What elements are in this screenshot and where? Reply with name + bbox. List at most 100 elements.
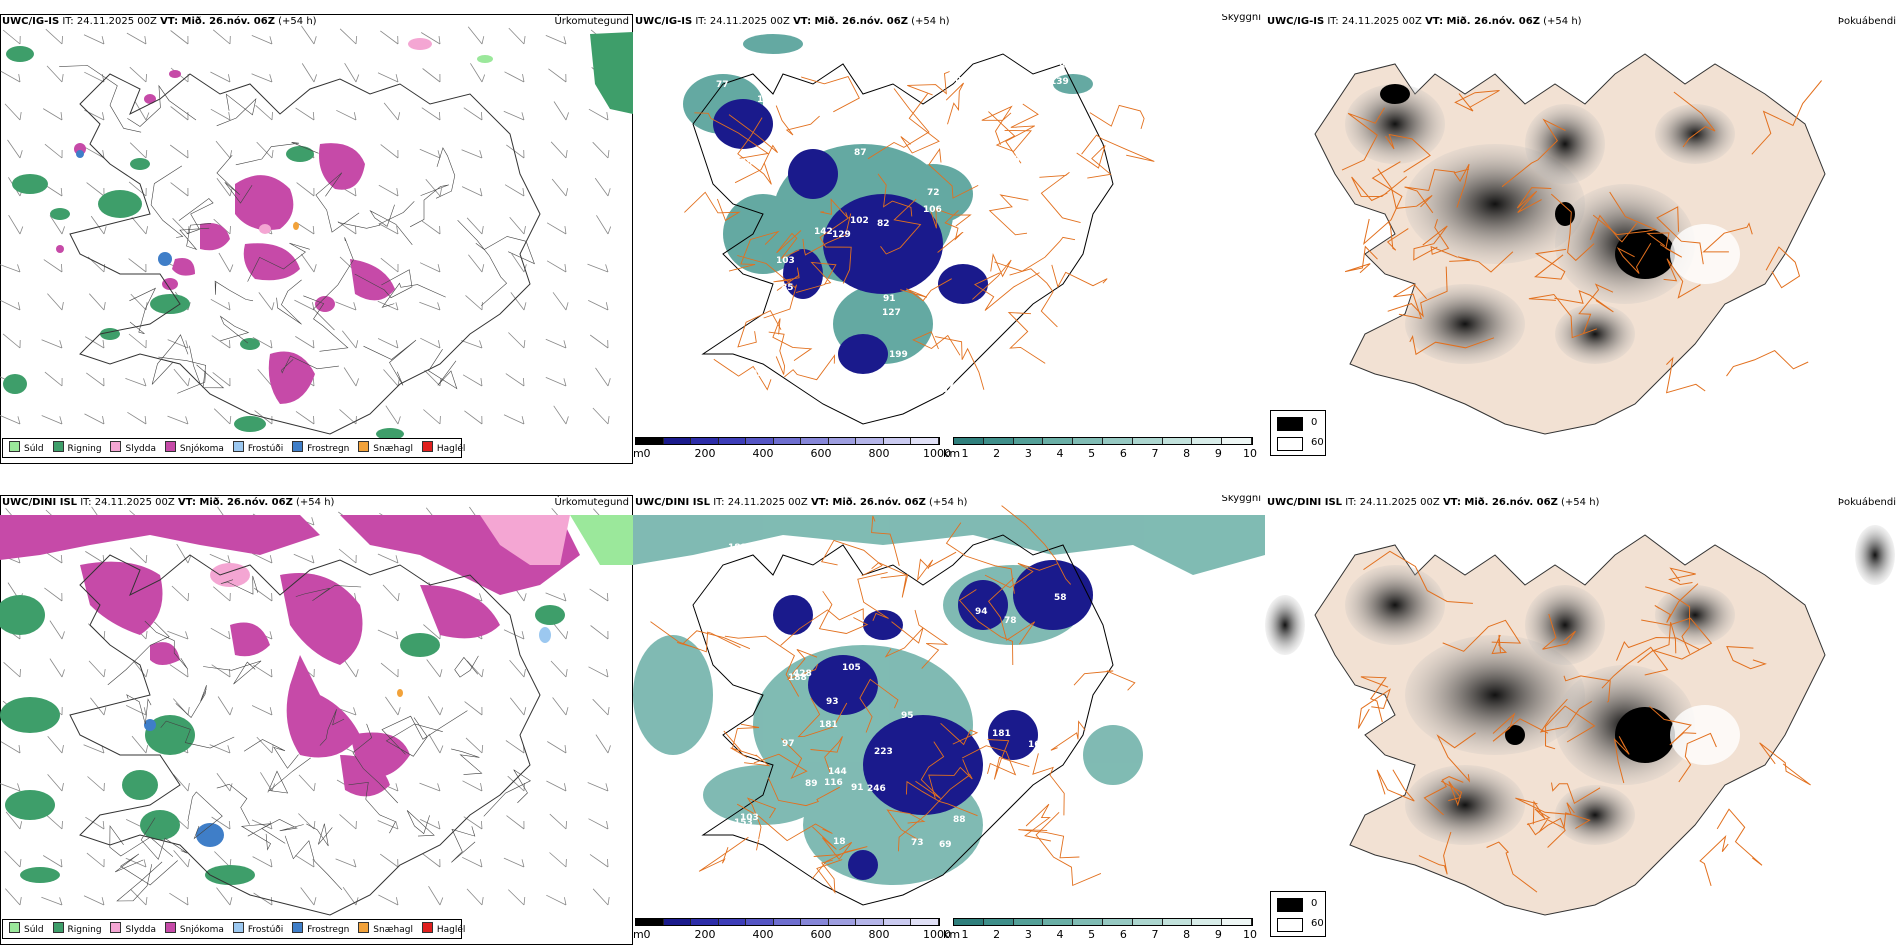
colorbar-tick: 3 xyxy=(1024,447,1032,460)
wind-barb xyxy=(589,854,609,868)
wind-barb xyxy=(258,292,275,311)
map-frame xyxy=(0,14,633,464)
road-line xyxy=(235,142,319,166)
cloud-base-value: 232 xyxy=(997,868,1016,878)
cloud-base-value: 144 xyxy=(962,247,981,257)
cloud-base-value: 77 xyxy=(716,80,729,90)
wind-barb xyxy=(509,697,527,716)
road-line xyxy=(1357,688,1391,729)
road-line xyxy=(214,280,254,302)
wind-barb xyxy=(462,780,483,792)
wind-barb xyxy=(596,215,612,235)
colorbar-bin xyxy=(691,919,719,925)
cloud-base-value: 246 xyxy=(867,784,886,794)
wind-barb xyxy=(130,889,148,906)
wind-barb xyxy=(125,857,147,868)
road-line xyxy=(1526,800,1551,826)
wind-barb xyxy=(41,415,63,425)
road-line xyxy=(369,204,413,245)
road-line xyxy=(313,237,354,331)
road-line xyxy=(915,741,945,799)
wind-barb xyxy=(171,585,189,602)
precip-type-panel-dini: UWC/DINI ISL IT: 24.11.2025 00Z VT: Mið.… xyxy=(0,495,633,945)
wind-barb xyxy=(43,259,63,273)
panel-title: Þokuábendi xyxy=(1837,16,1896,27)
road-line xyxy=(753,738,808,780)
wind-barb xyxy=(253,664,273,678)
road-line xyxy=(859,678,899,733)
cloud-base-value: 223 xyxy=(874,747,893,757)
wind-barb xyxy=(551,178,569,197)
road-line xyxy=(1436,732,1476,783)
road-line xyxy=(1393,283,1427,320)
road-line xyxy=(178,198,214,235)
road-line xyxy=(1673,91,1716,148)
map-frame xyxy=(0,495,633,945)
road-line xyxy=(381,282,446,308)
cloud-base-value: 93 xyxy=(826,697,839,707)
colorbar-bin xyxy=(1192,919,1223,925)
wind-barb xyxy=(169,664,189,678)
panel-title: Úrkomutegund xyxy=(554,16,629,27)
wind-barb xyxy=(338,548,357,564)
cloud-base-value: 58 xyxy=(740,158,753,168)
wind-barb xyxy=(592,888,610,906)
colorbar-tick: 8 xyxy=(1183,928,1191,941)
colorbar-bin xyxy=(1073,438,1103,444)
cloud-base-value: 144 xyxy=(828,767,847,777)
road-line xyxy=(1387,266,1448,318)
wind-barb xyxy=(214,851,232,868)
road-line xyxy=(773,267,800,291)
snow-areas xyxy=(56,70,395,404)
panel-header: UWC/DINI ISL IT: 24.11.2025 00Z VT: Mið.… xyxy=(1265,495,1900,511)
wind-barb xyxy=(209,553,231,564)
colorbar-bin xyxy=(746,438,774,444)
colorbar-bin xyxy=(801,438,829,444)
wind-barb xyxy=(335,301,357,311)
road-line xyxy=(158,356,225,389)
road-line xyxy=(150,165,184,238)
wind-barb xyxy=(424,370,442,387)
legend-item: Rigning xyxy=(52,439,102,459)
road-line xyxy=(994,236,1076,272)
wind-barb xyxy=(337,221,357,235)
panel-header: UWC/DINI ISL IT: 24.11.2025 00Z VT: Mið.… xyxy=(633,495,1265,511)
roads xyxy=(107,575,531,902)
wind-barb xyxy=(295,411,315,425)
coastline xyxy=(69,73,541,435)
wind-barb xyxy=(47,293,64,311)
colorbar-bin xyxy=(1222,919,1252,925)
cloud-base-value: 82 xyxy=(877,219,890,229)
wind-barb xyxy=(212,372,231,387)
wind-barb xyxy=(216,773,233,792)
wind-barb xyxy=(420,819,441,830)
wind-barb xyxy=(426,659,443,678)
cloud-base-value: 81 xyxy=(1033,794,1046,804)
snow-areas xyxy=(0,515,580,797)
road-line xyxy=(1081,134,1155,162)
wind-barb xyxy=(548,68,567,83)
road-line xyxy=(877,173,913,217)
road-line xyxy=(945,82,964,125)
wind-barb xyxy=(0,264,21,273)
colorbar-tick: 6 xyxy=(1119,447,1127,460)
wind-barb xyxy=(173,368,190,387)
colorbar-tick: 4 xyxy=(1056,928,1064,941)
wind-barb xyxy=(251,705,273,716)
road-line xyxy=(1005,103,1039,164)
wind-barb xyxy=(169,144,189,159)
wind-barb xyxy=(252,336,273,349)
road-line xyxy=(1089,104,1145,130)
wind-barb xyxy=(595,734,611,754)
colorbar-tick: 1 xyxy=(961,928,969,941)
colorbar-bin xyxy=(636,438,664,444)
road-line xyxy=(267,757,311,794)
colorbar-bin xyxy=(911,919,940,925)
wind-barb xyxy=(462,374,483,387)
precip-legend: Súld Rigning Slydda Snjókoma Frostúði Fr… xyxy=(2,919,465,939)
cloud-base-value: 103 xyxy=(740,813,759,823)
road-line xyxy=(746,797,777,851)
colorbar-tick: 2 xyxy=(993,447,1001,460)
cloud-base-colorbar: m 0 200 400 600 800 1000 xyxy=(633,918,951,943)
cloud-base-bar xyxy=(635,437,940,445)
